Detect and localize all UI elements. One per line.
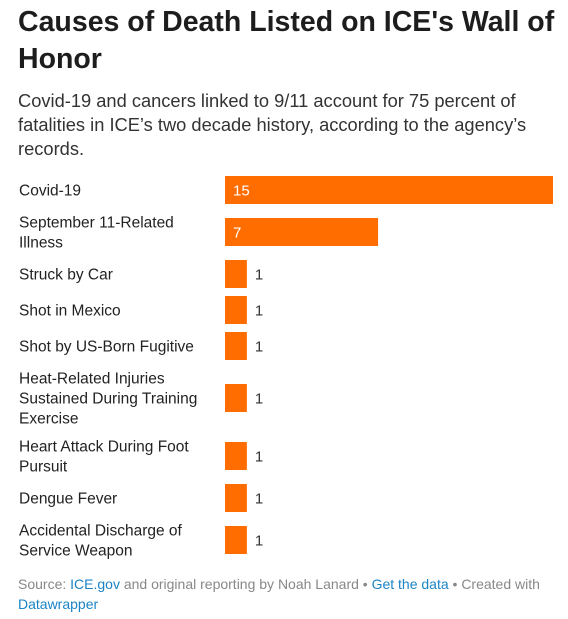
category-label: Shot by US-Born Fugitive [19,339,194,356]
category-label-line: Sustained During Training [19,391,197,408]
category-label-line: Shot in Mexico [19,303,121,320]
bar [225,218,379,246]
chart-subtitle: Covid-19 and cancers linked to 9/11 acco… [18,90,527,159]
get-the-data-link[interactable]: Get the data [371,576,449,592]
value-label: 15 [233,183,250,200]
category-label-line: Heat-Related Injuries [19,371,165,388]
category-label: September 11-Related Illness [19,215,174,252]
value-label: 1 [255,339,263,356]
value-label: 1 [255,449,263,466]
category-label: Dengue Fever [19,491,117,508]
category-label: Covid-19 [19,183,81,200]
bar-chart: Covid-19 15 September 11-Related Illness 7 St… [19,176,553,560]
category-label: Accidental Discharge of Service Weapon [19,523,183,560]
source-prefix: Source: [18,576,71,592]
category-label-line: Shot by US-Born Fugitive [19,339,194,356]
value-label: 1 [255,391,263,408]
bar [225,526,247,554]
category-label-line: Dengue Fever [19,491,117,508]
category-label-line: Struck by Car [19,267,113,284]
category-label: Struck by Car [19,267,113,284]
chart-title: Causes of Death Listed on ICE's Wall of … [18,6,555,75]
value-label: 7 [233,225,241,242]
category-label-line: Heart Attack During Foot [19,439,189,456]
bar [225,442,247,470]
category-label-line: Service Weapon [19,543,132,560]
category-label-line: Covid-19 [19,183,81,200]
category-label-line: Exercise [19,411,78,428]
category-label-line: Accidental Discharge of [19,523,183,540]
category-label-line: September 11-Related [19,215,174,232]
value-label: 1 [255,533,263,550]
chart-footer: Source: ICE.gov and original reporting b… [18,574,558,614]
category-label: Shot in Mexico [19,303,121,320]
bar [225,176,553,204]
category-label-line: Illness [19,235,63,252]
bar [225,484,247,512]
bar [225,384,247,412]
value-label: 1 [255,491,263,508]
datawrapper-link[interactable]: Datawrapper [18,596,99,612]
source-link[interactable]: ICE.gov [70,576,120,592]
bar [225,332,247,360]
bar [225,296,247,324]
category-label: Heat-Related Injuries Sustained During Tr… [19,371,197,428]
created-with-text: • Created with [448,576,540,592]
value-label: 1 [255,303,263,320]
category-label: Heart Attack During Foot Pursuit [19,439,189,476]
source-credit: and original reporting by Noah Lanard • [119,576,372,592]
bar [225,260,247,288]
category-label-line: Pursuit [19,459,68,476]
value-label: 1 [255,267,263,284]
